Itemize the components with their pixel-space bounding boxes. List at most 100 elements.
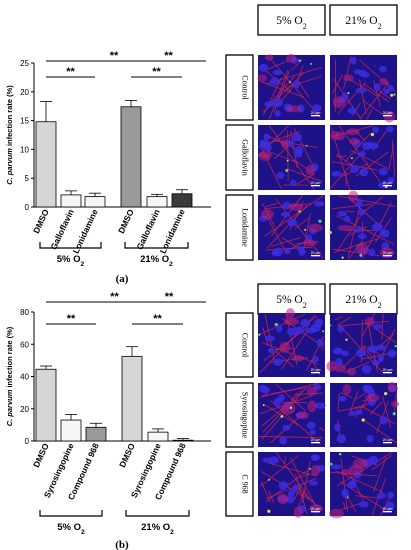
membrane-stain (321, 340, 325, 351)
cytoplasm-stain (379, 78, 389, 86)
micrograph-tile: 20 µm (257, 124, 325, 190)
nucleus (269, 77, 280, 86)
nucleus (362, 141, 373, 150)
membrane-stain (373, 457, 387, 493)
membrane-stain (336, 155, 348, 158)
panel-label: (b) (115, 539, 129, 550)
nucleus (368, 248, 376, 257)
column-header-box (257, 4, 326, 36)
nucleus (300, 319, 311, 328)
nucleus (273, 358, 284, 366)
parasite-dot (322, 330, 325, 333)
membrane-stain (295, 173, 316, 185)
parasite-dot (309, 467, 312, 470)
bar (147, 431, 169, 442)
x-tick-label: DMSO (31, 207, 51, 235)
cytoplasm-stain (364, 316, 375, 327)
membrane-stain (275, 383, 307, 412)
nucleus (278, 394, 285, 402)
membrane-stain (361, 345, 378, 363)
nucleus (265, 335, 276, 342)
nucleus (273, 247, 283, 257)
nucleus (309, 429, 316, 435)
nucleus (341, 350, 349, 357)
cytoplasm-stain (330, 130, 340, 141)
bar (120, 106, 142, 208)
membrane-stain (275, 451, 310, 499)
bar (172, 439, 194, 442)
parasite-dot (394, 344, 397, 348)
cytoplasm-stain (343, 74, 354, 82)
nucleus (332, 347, 344, 355)
y-tick-label: 40 (20, 373, 29, 382)
parasite-dot (384, 391, 388, 396)
cytoplasm-stain (334, 364, 346, 373)
bar (85, 426, 107, 442)
parasite-dot (305, 144, 308, 147)
nucleus (311, 104, 322, 112)
y-tick-label: 80 (20, 308, 29, 317)
membrane-stain (337, 82, 366, 114)
nucleus (268, 456, 280, 464)
parasite-dot (274, 322, 278, 327)
nucleus (293, 79, 300, 89)
significance-label: ** (110, 291, 119, 303)
cytoplasm-stain (305, 164, 316, 176)
nucleus (281, 211, 290, 217)
nucleus (375, 344, 387, 351)
nucleus (356, 198, 363, 208)
micrograph-tile: 20 µm (328, 451, 397, 519)
cytoplasm-stain (346, 367, 357, 376)
bar (84, 196, 106, 208)
bar (35, 121, 57, 208)
membrane-stain (258, 313, 305, 336)
scale-bar (383, 442, 392, 444)
cytoplasm-stain (264, 54, 274, 61)
nucleus (377, 354, 385, 362)
y-tick-label: 20 (20, 405, 29, 414)
scale-bar (311, 185, 320, 187)
y-tick-label: 5 (25, 174, 30, 183)
y-axis-label: C. parvum infection rate (%) (5, 326, 14, 426)
column-header-box (329, 4, 398, 36)
nucleus (350, 56, 357, 65)
parasite-dot (268, 478, 271, 481)
group-label: 5% O2 (57, 522, 85, 536)
significance-label: ** (165, 291, 174, 303)
membrane-stain (348, 197, 382, 228)
scale-bar-label: 20 µm (383, 438, 393, 442)
cytoplasm-stain (387, 381, 397, 393)
membrane-stain (350, 149, 391, 171)
parasite-dot (346, 496, 349, 499)
membrane-stain (362, 399, 366, 402)
scale-bar (383, 185, 392, 187)
scale-bar (383, 372, 392, 374)
nucleus (387, 349, 397, 358)
parasite-dot (359, 253, 363, 257)
bar (35, 368, 57, 442)
parasite-dot (345, 338, 348, 341)
cytoplasm-stain (383, 110, 395, 123)
micrograph-grid-a: 5% O2 21% O2 Control 20 µm 20 µm Galloflavin 2… (225, 4, 398, 261)
cytoplasm-stain (342, 384, 352, 395)
parasite-dot (347, 92, 350, 95)
nucleus (263, 134, 271, 141)
nucleus (368, 455, 379, 465)
cytoplasm-stain (286, 105, 302, 113)
cytoplasm-stain (309, 504, 324, 513)
micrograph-tile: 20 µm (258, 451, 325, 518)
significance-label: ** (67, 313, 76, 325)
row-label: Control (241, 75, 250, 100)
scale-bar-label: 20 µm (383, 507, 393, 511)
membrane-stain (260, 454, 300, 487)
parasite-dot (289, 81, 291, 83)
nucleus (287, 490, 295, 498)
y-tick-label: 15 (20, 117, 29, 126)
nucleus (294, 326, 305, 335)
nucleus (331, 171, 343, 177)
parasite-dot (280, 415, 284, 418)
membrane-stain (347, 206, 361, 258)
membrane-stain (265, 246, 313, 251)
membrane-stain (359, 79, 367, 114)
cytoplasm-stain (337, 225, 354, 232)
